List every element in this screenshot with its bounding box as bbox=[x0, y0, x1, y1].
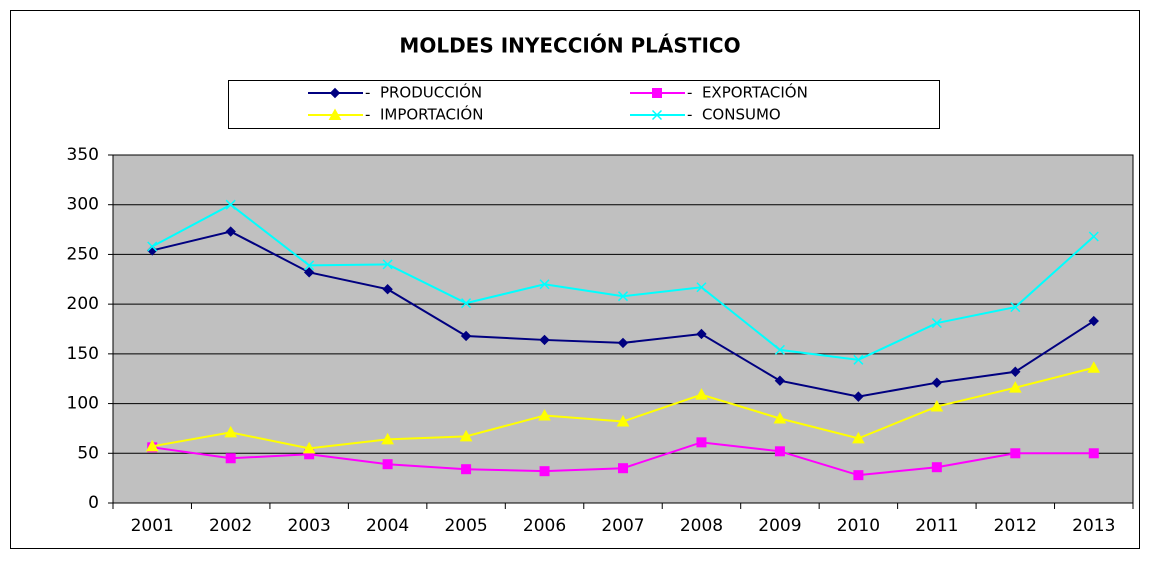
marker bbox=[1088, 315, 1099, 327]
marker bbox=[225, 453, 236, 464]
x-tick-label: 2006 bbox=[523, 516, 566, 536]
legend-marker bbox=[329, 87, 341, 99]
y-tick-label: 200 bbox=[67, 294, 99, 314]
marker bbox=[695, 388, 708, 400]
marker bbox=[302, 441, 316, 454]
marker bbox=[696, 282, 707, 293]
marker bbox=[617, 337, 629, 349]
marker bbox=[382, 259, 393, 270]
marker bbox=[774, 344, 785, 355]
chart-title: MOLDES INYECCIÓN PLÁSTICO bbox=[399, 34, 740, 58]
x-tick-label: 2004 bbox=[366, 516, 409, 536]
legend-label: - CONSUMO bbox=[687, 106, 781, 124]
marker bbox=[1010, 366, 1021, 377]
y-tick-label: 100 bbox=[67, 394, 99, 414]
marker bbox=[931, 318, 942, 329]
marker bbox=[931, 377, 943, 388]
y-tick-label: 50 bbox=[77, 443, 99, 463]
marker bbox=[1008, 381, 1022, 393]
x-tick-label: 2003 bbox=[288, 516, 331, 536]
x-tick-label: 2007 bbox=[601, 516, 644, 536]
legend-marker bbox=[652, 88, 662, 98]
marker bbox=[382, 284, 393, 295]
marker bbox=[461, 464, 472, 475]
marker bbox=[852, 431, 865, 444]
marker bbox=[616, 414, 630, 427]
marker bbox=[618, 463, 628, 474]
plot-area bbox=[112, 154, 1134, 504]
x-tick-label: 2009 bbox=[758, 516, 801, 536]
legend-label: - EXPORTACIÓN bbox=[687, 83, 808, 102]
marker bbox=[1010, 448, 1021, 459]
legend-marker bbox=[328, 108, 342, 120]
marker bbox=[1010, 302, 1021, 313]
marker bbox=[696, 328, 707, 340]
y-tick-label: 0 bbox=[88, 493, 99, 513]
marker bbox=[774, 375, 786, 386]
marker bbox=[853, 470, 864, 481]
marker bbox=[853, 391, 864, 402]
y-tick-label: 300 bbox=[67, 195, 99, 215]
x-tick-label: 2011 bbox=[915, 516, 958, 536]
marker bbox=[1088, 231, 1099, 242]
legend-marker bbox=[651, 109, 663, 121]
legend bbox=[228, 80, 940, 129]
y-tick-label: 350 bbox=[67, 145, 99, 165]
marker bbox=[696, 437, 707, 448]
x-tick-label: 2013 bbox=[1072, 516, 1115, 536]
marker bbox=[461, 298, 472, 309]
marker bbox=[617, 291, 629, 302]
marker bbox=[774, 446, 785, 457]
legend-label: - PRODUCCIÓN bbox=[365, 83, 482, 102]
y-tick-label: 250 bbox=[67, 244, 99, 264]
marker bbox=[304, 260, 315, 271]
marker bbox=[381, 432, 394, 445]
marker bbox=[459, 429, 473, 442]
marker bbox=[539, 466, 550, 477]
x-tick-label: 2002 bbox=[209, 516, 252, 536]
marker bbox=[539, 279, 550, 290]
marker bbox=[145, 439, 159, 452]
marker bbox=[147, 241, 158, 252]
marker bbox=[225, 199, 236, 210]
legend-label: - IMPORTACIÓN bbox=[365, 105, 483, 124]
marker bbox=[539, 334, 550, 346]
marker bbox=[224, 425, 238, 438]
marker bbox=[538, 408, 551, 421]
marker bbox=[931, 462, 942, 473]
marker bbox=[773, 411, 787, 424]
x-tick-label: 2008 bbox=[680, 516, 723, 536]
marker bbox=[303, 267, 315, 278]
marker bbox=[460, 330, 472, 342]
x-tick-label: 2001 bbox=[131, 516, 174, 536]
x-tick-label: 2005 bbox=[444, 516, 487, 536]
marker bbox=[853, 354, 864, 365]
marker bbox=[1087, 361, 1101, 373]
x-tick-label: 2012 bbox=[994, 516, 1037, 536]
x-tick-label: 2010 bbox=[837, 516, 880, 536]
marker bbox=[1088, 448, 1099, 459]
marker bbox=[382, 459, 393, 470]
marker bbox=[930, 400, 944, 412]
marker bbox=[225, 226, 236, 237]
y-tick-label: 150 bbox=[67, 344, 99, 364]
